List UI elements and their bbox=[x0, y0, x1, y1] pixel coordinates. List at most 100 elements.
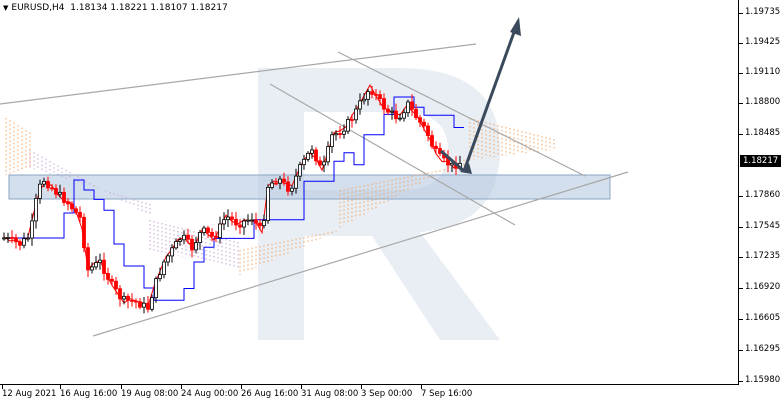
candle-body bbox=[58, 191, 62, 195]
candle-body bbox=[142, 302, 146, 308]
candle-body bbox=[102, 259, 106, 274]
candle-body bbox=[382, 98, 386, 110]
time-label: 12 Aug 2021 bbox=[2, 389, 57, 399]
candle-body bbox=[342, 130, 346, 135]
candle-body bbox=[82, 216, 86, 249]
candle-body bbox=[202, 227, 206, 233]
time-label: 3 Sep 00:00 bbox=[361, 389, 413, 399]
candle-body bbox=[178, 239, 182, 242]
candle-body bbox=[326, 146, 330, 163]
time-label: 7 Sep 16:00 bbox=[421, 389, 473, 399]
candle-body bbox=[430, 135, 434, 147]
forecast-arrow bbox=[440, 17, 521, 174]
candle-body bbox=[194, 242, 198, 251]
candle-body bbox=[374, 93, 378, 96]
arrow-up-icon bbox=[510, 17, 521, 36]
candle-body bbox=[158, 274, 162, 280]
candle-body bbox=[414, 108, 418, 119]
candle-body bbox=[138, 301, 142, 308]
candle-body bbox=[106, 273, 110, 280]
candle-body bbox=[242, 220, 246, 228]
candle-body bbox=[146, 302, 150, 310]
candle-body bbox=[250, 219, 254, 222]
candle-body bbox=[422, 121, 426, 127]
candle-body bbox=[298, 164, 302, 177]
candle-body bbox=[66, 202, 70, 205]
candle-body bbox=[294, 175, 298, 189]
candle-body bbox=[354, 108, 358, 121]
candle-body bbox=[266, 187, 270, 221]
candle-body bbox=[398, 117, 402, 120]
candle-body bbox=[94, 262, 98, 268]
triangle-down-icon[interactable]: ▼ bbox=[3, 4, 9, 12]
candle-body bbox=[254, 219, 258, 224]
candle-body bbox=[50, 187, 54, 190]
candle-body bbox=[270, 182, 274, 188]
candle-body bbox=[78, 212, 82, 218]
price-label: 1.17235 bbox=[745, 251, 781, 261]
price-scale[interactable]: 1.19735 1.19425 1.19110 1.18800 1.18485 … bbox=[739, 0, 782, 385]
candle-body bbox=[118, 288, 122, 300]
candle-body bbox=[230, 216, 234, 220]
chart-area[interactable]: ▼ EURUSD,H4 1.18134 1.18221 1.18107 1.182… bbox=[0, 0, 739, 385]
ascending-channel-bottom bbox=[92, 171, 629, 337]
candle-body bbox=[234, 218, 238, 226]
candle-body bbox=[74, 208, 78, 213]
candle-body bbox=[54, 187, 58, 195]
candle-body bbox=[42, 180, 46, 185]
price-label: 1.18800 bbox=[745, 97, 781, 107]
price-label: 1.17860 bbox=[745, 190, 781, 200]
price-label: 1.16920 bbox=[745, 282, 781, 292]
support-zone bbox=[8, 174, 611, 200]
candle-body bbox=[166, 255, 170, 263]
candle-body bbox=[18, 241, 22, 246]
candle-body bbox=[338, 133, 342, 135]
candle-body bbox=[402, 112, 406, 119]
candle-body bbox=[278, 178, 282, 184]
candle-body bbox=[174, 241, 178, 249]
current-price-label: 1.18217 bbox=[740, 155, 781, 167]
candle-body bbox=[126, 295, 130, 301]
candle-body bbox=[362, 98, 366, 102]
candle-body bbox=[218, 223, 222, 238]
time-scale[interactable]: 12 Aug 2021 16 Aug 16:00 19 Aug 08:00 24… bbox=[0, 385, 739, 404]
arrow-head-small-icon bbox=[460, 163, 472, 174]
time-label: 24 Aug 00:00 bbox=[181, 389, 239, 399]
symbol-name: EURUSD,H4 bbox=[11, 3, 65, 13]
candle-body bbox=[198, 232, 202, 243]
candle-body bbox=[226, 216, 230, 221]
time-label: 19 Aug 08:00 bbox=[121, 389, 179, 399]
candle-body bbox=[286, 181, 290, 192]
candle-body bbox=[222, 219, 226, 225]
candle-body bbox=[110, 278, 114, 282]
candle-body bbox=[282, 178, 286, 183]
descending-channel-bottom bbox=[269, 83, 516, 226]
candle-body bbox=[98, 259, 102, 263]
candle-body bbox=[186, 234, 190, 240]
candle-body bbox=[6, 237, 10, 239]
candle-body bbox=[122, 295, 126, 300]
symbol-header: ▼ EURUSD,H4 1.18134 1.18221 1.18107 1.182… bbox=[3, 3, 228, 13]
price-label: 1.16605 bbox=[745, 313, 781, 323]
candle-body bbox=[46, 180, 50, 189]
candle-body bbox=[190, 238, 194, 251]
candle-body bbox=[182, 234, 186, 241]
price-label: 1.19735 bbox=[745, 7, 781, 17]
candle-body bbox=[38, 183, 42, 199]
candle-body bbox=[162, 261, 166, 276]
kijun-sen-line bbox=[4, 96, 464, 301]
descending-channel-top bbox=[337, 51, 586, 177]
candle-body bbox=[366, 91, 370, 100]
candle-body bbox=[258, 222, 262, 227]
candle-body bbox=[26, 237, 30, 240]
candle-body bbox=[426, 125, 430, 136]
time-label: 26 Aug 16:00 bbox=[241, 389, 299, 399]
candle-body bbox=[86, 247, 90, 271]
candle-body bbox=[114, 280, 118, 290]
candle-body bbox=[370, 91, 374, 95]
price-chart[interactable] bbox=[0, 0, 738, 384]
candle-body bbox=[170, 247, 174, 257]
candle-body bbox=[206, 227, 210, 233]
broker-logo bbox=[258, 68, 500, 340]
